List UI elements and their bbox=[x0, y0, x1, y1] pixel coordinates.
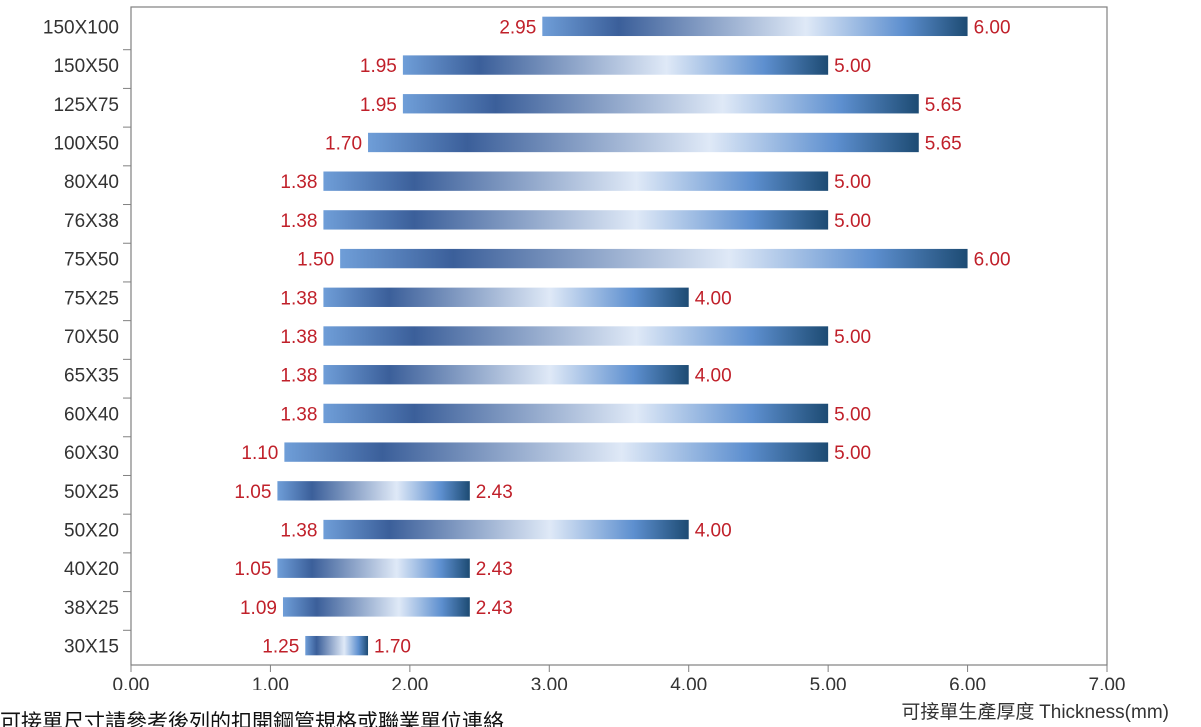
min-value-label: 1.38 bbox=[280, 172, 317, 193]
min-value-label: 1.95 bbox=[360, 56, 397, 77]
min-value-label: 1.38 bbox=[280, 404, 317, 425]
max-value-label: 5.00 bbox=[834, 211, 871, 232]
range-bar bbox=[323, 326, 829, 346]
x-axis-title-en: Thickness(mm) bbox=[1039, 702, 1169, 723]
plot-area: 0.00 1.00 2.00 3.00 4.00 5.00 6.00 7.00 150X100 2… bbox=[43, 6, 1126, 690]
max-value-label: 6.00 bbox=[974, 17, 1011, 38]
y-category-label: 76X38 bbox=[64, 211, 119, 232]
x-tick-label: 1.00 bbox=[252, 675, 289, 690]
min-value-label: 1.38 bbox=[280, 327, 317, 348]
max-value-label: 2.43 bbox=[476, 598, 513, 619]
min-value-label: 1.05 bbox=[234, 482, 271, 503]
range-bar bbox=[305, 635, 369, 656]
y-category-label: 50X25 bbox=[64, 482, 119, 503]
y-category-label: 150X100 bbox=[43, 17, 119, 38]
y-category-label: 70X50 bbox=[64, 327, 119, 348]
min-value-label: 1.95 bbox=[360, 95, 397, 116]
range-bar bbox=[402, 55, 829, 75]
max-value-label: 2.43 bbox=[476, 482, 513, 503]
min-value-label: 1.38 bbox=[280, 211, 317, 232]
y-category-label: 40X20 bbox=[64, 559, 119, 580]
max-value-label: 5.65 bbox=[925, 133, 962, 154]
min-value-label: 2.95 bbox=[499, 17, 536, 38]
x-tick-label: 5.00 bbox=[810, 675, 847, 690]
range-bar bbox=[542, 16, 968, 37]
range-bar bbox=[323, 403, 829, 424]
range-bar bbox=[340, 248, 968, 269]
plot-frame bbox=[130, 6, 1108, 666]
max-value-label: 2.43 bbox=[476, 559, 513, 580]
range-bar bbox=[277, 481, 470, 501]
max-value-label: 4.00 bbox=[695, 366, 732, 387]
y-category-label: 50X20 bbox=[64, 521, 119, 542]
min-value-label: 1.05 bbox=[234, 559, 271, 580]
y-category-label: 75X25 bbox=[64, 288, 119, 309]
y-category-label: 75X50 bbox=[64, 250, 119, 271]
x-tick-label: 6.00 bbox=[949, 675, 986, 690]
range-bar bbox=[282, 597, 470, 617]
x-tick-label: 0.00 bbox=[113, 675, 150, 690]
y-category-label: 60X30 bbox=[64, 443, 119, 464]
y-category-label: 150X50 bbox=[53, 56, 119, 77]
max-value-label: 5.65 bbox=[925, 95, 962, 116]
max-value-label: 5.00 bbox=[834, 327, 871, 348]
max-value-label: 6.00 bbox=[974, 250, 1011, 271]
max-value-label: 4.00 bbox=[695, 288, 732, 309]
y-category-label: 125X75 bbox=[53, 95, 119, 116]
y-category-label: 100X50 bbox=[53, 133, 119, 154]
y-category-label: 30X15 bbox=[64, 637, 119, 658]
x-axis-title: 可接單生產厚度 Thickness(mm) bbox=[901, 697, 1169, 724]
x-tick-label: 4.00 bbox=[670, 675, 707, 690]
min-value-label: 1.70 bbox=[325, 133, 362, 154]
y-category-label: 65X35 bbox=[64, 366, 119, 387]
range-bar bbox=[323, 519, 689, 540]
range-bar bbox=[277, 558, 470, 578]
x-tick-label: 2.00 bbox=[391, 675, 428, 690]
range-bar bbox=[323, 287, 689, 307]
range-bar bbox=[368, 132, 919, 153]
range-bar bbox=[323, 171, 829, 191]
min-value-label: 1.38 bbox=[280, 521, 317, 542]
min-value-label: 1.38 bbox=[280, 366, 317, 387]
y-category-label: 38X25 bbox=[64, 598, 119, 619]
max-value-label: 5.00 bbox=[834, 172, 871, 193]
y-category-label: 60X40 bbox=[64, 404, 119, 425]
footnote-text: 可接單尺寸請參考後列的扣開鋼管規格或聯業單位連絡 bbox=[0, 710, 504, 727]
range-bar bbox=[284, 442, 829, 462]
min-value-label: 1.09 bbox=[240, 598, 277, 619]
min-value-label: 1.38 bbox=[280, 288, 317, 309]
range-bar bbox=[323, 210, 829, 230]
max-value-label: 5.00 bbox=[834, 56, 871, 77]
x-axis-title-cjk: 可接單生產厚度 bbox=[901, 702, 1035, 723]
max-value-label: 1.70 bbox=[374, 637, 411, 658]
min-value-label: 1.25 bbox=[262, 637, 299, 658]
x-tick-label: 7.00 bbox=[1089, 675, 1126, 690]
x-tick-label: 3.00 bbox=[531, 675, 568, 690]
min-value-label: 1.50 bbox=[297, 250, 334, 271]
max-value-label: 5.00 bbox=[834, 443, 871, 464]
y-category-label: 80X40 bbox=[64, 172, 119, 193]
max-value-label: 4.00 bbox=[695, 521, 732, 542]
max-value-label: 5.00 bbox=[834, 404, 871, 425]
range-bar bbox=[323, 365, 689, 385]
min-value-label: 1.10 bbox=[241, 443, 278, 464]
range-bar-chart: 0.00 1.00 2.00 3.00 4.00 5.00 6.00 7.00 150X100 2… bbox=[43, 6, 1126, 690]
range-bar bbox=[402, 94, 919, 114]
